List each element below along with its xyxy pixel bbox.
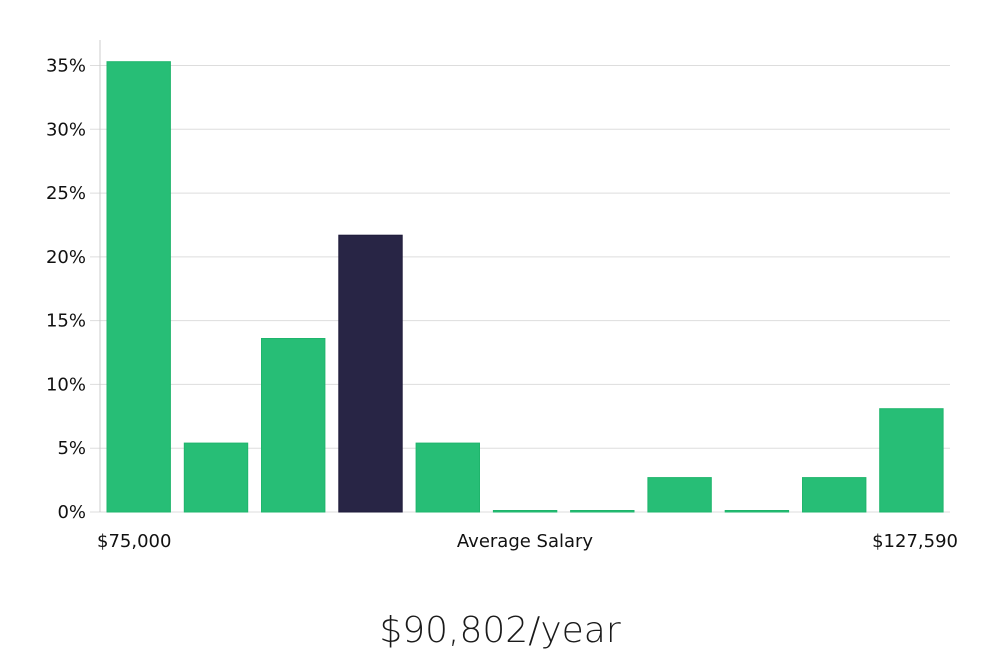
y-tick-label-10: 10% bbox=[46, 374, 86, 395]
bar-highlighted bbox=[338, 234, 403, 513]
y-tick-label-35: 35% bbox=[46, 56, 86, 77]
bar-1 bbox=[183, 442, 249, 513]
y-tick-label-30: 30% bbox=[46, 119, 86, 140]
bars bbox=[106, 61, 944, 513]
bar-7 bbox=[647, 477, 712, 513]
bar-4 bbox=[415, 442, 481, 513]
bar-8 bbox=[724, 510, 790, 513]
y-tick-labels: 0% 5% 10% 15% 20% 25% 30% 35% bbox=[46, 56, 86, 523]
bar-10 bbox=[879, 408, 944, 513]
bar-6 bbox=[570, 510, 635, 513]
y-tick-label-0: 0% bbox=[57, 502, 86, 523]
y-tick-label-25: 25% bbox=[46, 183, 86, 204]
x-axis-title: Average Salary bbox=[457, 531, 594, 552]
bar-2 bbox=[261, 338, 326, 513]
salary-histogram: 0% 5% 10% 15% 20% 25% 30% 35% $75,000 Average S… bbox=[46, 40, 958, 552]
bar-0 bbox=[106, 61, 171, 513]
x-label-max: $127,590 bbox=[872, 531, 958, 552]
y-tick-label-15: 15% bbox=[46, 311, 86, 332]
bar-5 bbox=[492, 510, 558, 513]
average-salary-value: $90,802/year bbox=[379, 610, 621, 651]
y-tick-label-5: 5% bbox=[57, 438, 86, 459]
y-tick-label-20: 20% bbox=[46, 247, 86, 268]
x-label-min: $75,000 bbox=[97, 531, 171, 552]
bar-9 bbox=[802, 477, 867, 513]
